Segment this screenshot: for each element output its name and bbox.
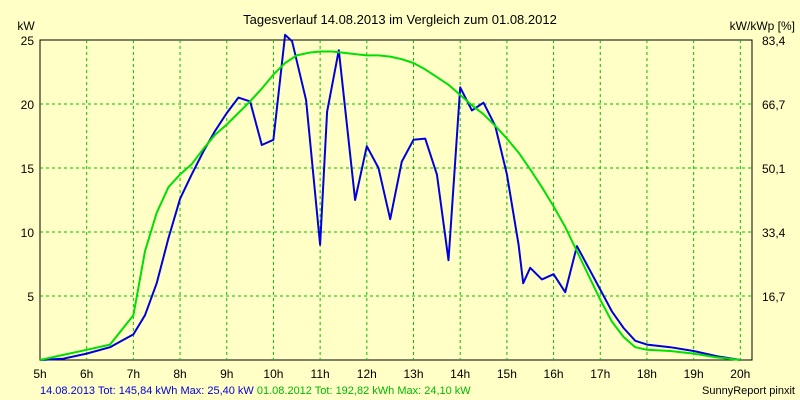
x-tick-label: 10h: [263, 367, 283, 381]
y-tick-label-right: 83,4: [762, 34, 786, 48]
x-tick-label: 16h: [544, 367, 564, 381]
series-line-2: [39, 50, 741, 361]
y-tick-label-right: 16,7: [762, 290, 786, 304]
x-tick-label: 12h: [357, 367, 377, 381]
y-tick-label-left: 5: [27, 290, 34, 304]
x-tick-label: 18h: [637, 367, 657, 381]
y-tick-label-left: 20: [21, 98, 35, 112]
x-tick-label: 7h: [127, 367, 140, 381]
x-tick-label: 11h: [311, 367, 330, 381]
grid: [40, 40, 752, 360]
plot-area: [39, 39, 753, 361]
x-tick-label: 9h: [220, 367, 233, 381]
y-tick-label-left: 10: [21, 226, 35, 240]
x-tick-label: 14h: [450, 367, 470, 381]
y-axis-right-label: kW/kWp [%]: [730, 19, 795, 33]
x-tick-label: 15h: [497, 367, 517, 381]
footer-series-2: 01.08.2012 Tot: 192,82 kWh Max: 24,10 kW: [254, 385, 471, 397]
tick-layer: 5h 6h 7h 8h 9h 10h 11h 12h 13h 14h 15h 16h 17h 18h 19h…: [21, 34, 786, 381]
footer-credit: SunnyReport pinxit: [702, 385, 795, 397]
x-tick-label: 13h: [403, 367, 423, 381]
footer-legend: 14.08.2013 Tot: 145,84 kWh Max: 25,40 kW…: [40, 385, 471, 397]
chart-title: Tagesverlauf 14.08.2013 im Vergleich zum…: [243, 12, 557, 27]
y-axis-left-label: kW: [17, 19, 35, 33]
y-tick-label-right: 50,1: [762, 162, 786, 176]
x-tick-label: 19h: [684, 367, 704, 381]
y-tick-label-left: 15: [21, 162, 35, 176]
x-tick-label: 20h: [730, 367, 750, 381]
y-tick-label-right: 66,7: [762, 98, 786, 112]
series-line-1: [39, 33, 741, 361]
y-tick-label-right: 33,4: [762, 226, 786, 240]
y-tick-label-left: 25: [21, 34, 35, 48]
x-tick-label: 17h: [590, 367, 610, 381]
x-tick-label: 5h: [33, 367, 46, 381]
footer-series-1: 14.08.2013 Tot: 145,84 kWh Max: 25,40 kW: [40, 385, 254, 397]
x-tick-label: 6h: [80, 367, 93, 381]
x-tick-label: 8h: [173, 367, 186, 381]
series-layer: [39, 33, 741, 361]
